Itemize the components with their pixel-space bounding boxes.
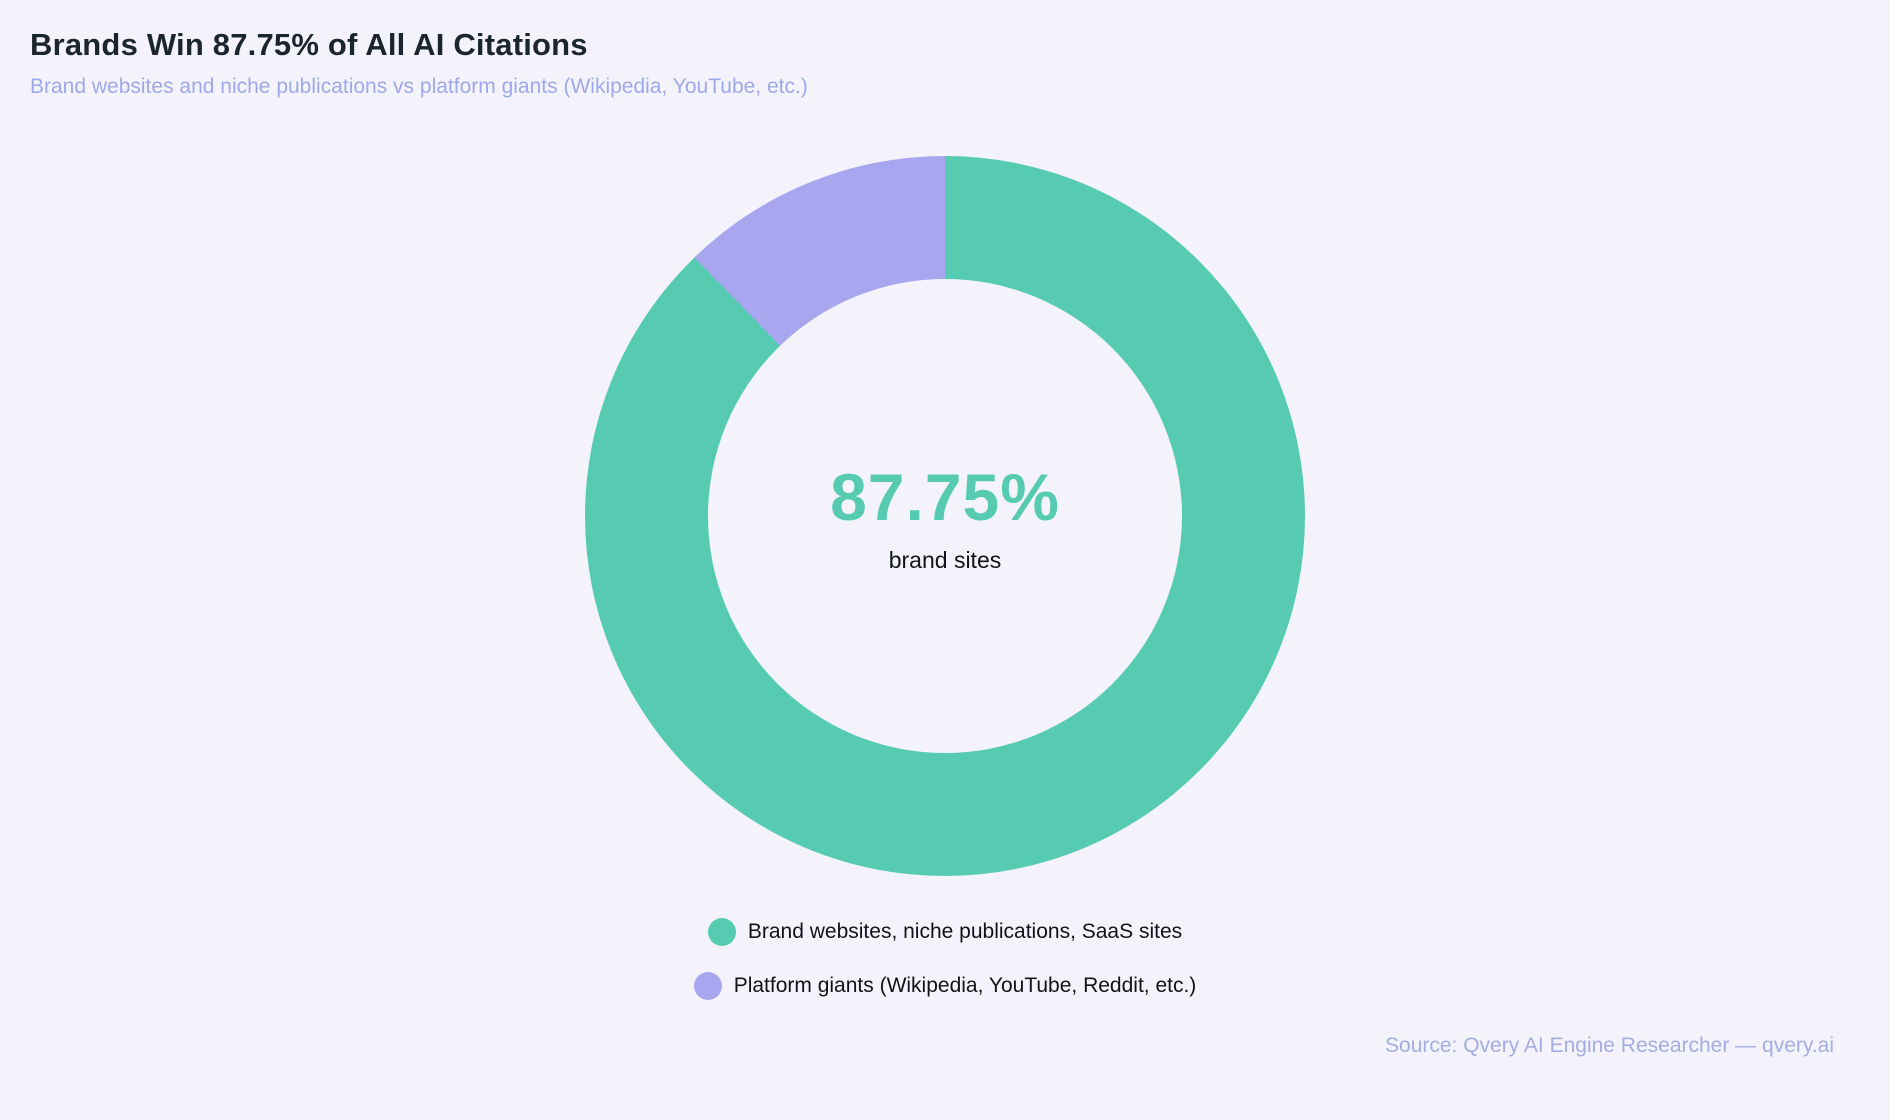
legend-item-label: Platform giants (Wikipedia, YouTube, Red… [733,974,1197,997]
donut-chart[interactable]: 87.75% brand sites [585,156,1305,876]
legend-item-label: Brand websites, niche publications, SaaS… [747,920,1183,943]
chart-area: 87.75% brand sites Brand websites, niche… [0,156,1890,1000]
donut-center: 87.75% brand sites [708,279,1182,753]
legend-item-platform-giants[interactable]: Platform giants (Wikipedia, YouTube, Red… [693,972,1197,1000]
center-caption: brand sites [888,546,1002,573]
chart-header: Brands Win 87.75% of All AI Citations Br… [0,0,1890,100]
legend-item-brand-sites[interactable]: Brand websites, niche publications, SaaS… [707,918,1183,946]
legend-swatch-purple-icon [693,972,722,1000]
legend-swatch-teal-icon [707,918,736,946]
source-attribution: Source: Qvery AI Engine Researcher — qve… [1385,1034,1834,1057]
center-value: 87.75% [830,459,1060,534]
page-title: Brands Win 87.75% of All AI Citations [30,27,588,62]
legend: Brand websites, niche publications, SaaS… [693,918,1197,1000]
page-subtitle: Brand websites and niche publications vs… [30,75,808,98]
